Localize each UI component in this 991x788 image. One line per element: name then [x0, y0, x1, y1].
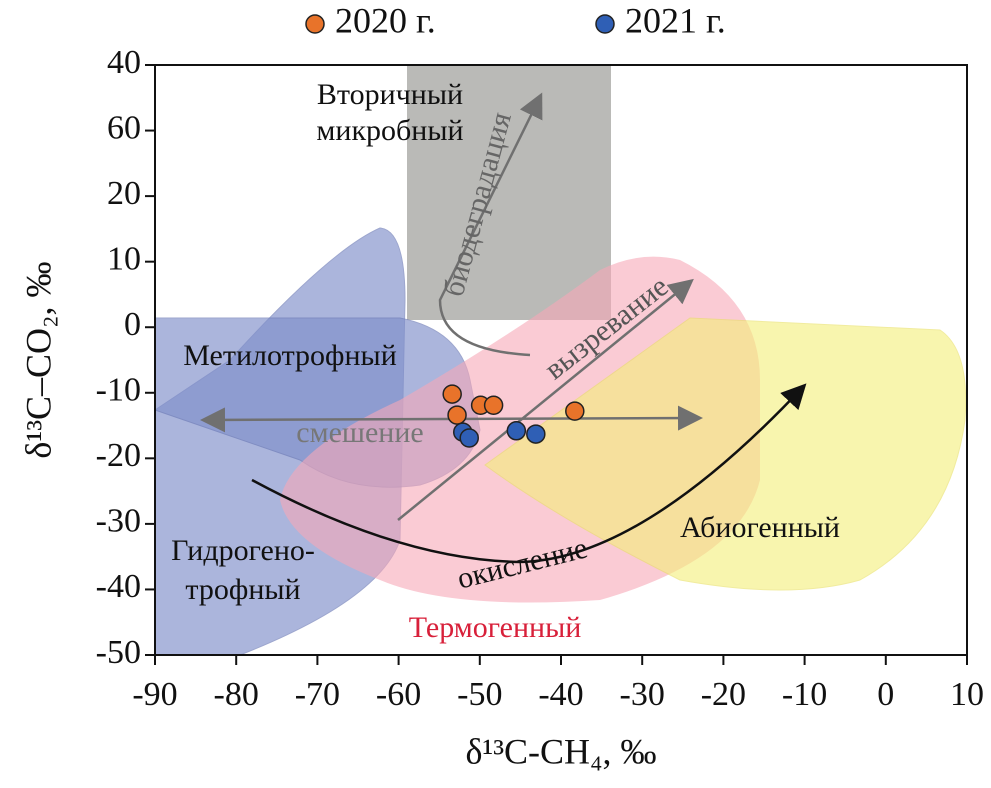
legend-label: 2020 г. — [335, 0, 436, 40]
annotation: Гидрогено- — [171, 534, 315, 567]
point — [506, 421, 527, 441]
annotation: Абиогенный — [680, 511, 840, 544]
x-tick-label: -30 — [620, 676, 665, 713]
legend-marker — [305, 14, 325, 34]
region-abiogenic — [484, 317, 967, 591]
x-tick-label: -60 — [376, 676, 421, 713]
point — [442, 384, 462, 404]
annotation: Термогенный — [409, 611, 582, 644]
x-tick-label: -20 — [701, 676, 746, 713]
legend-marker — [595, 14, 615, 34]
y-tick-label: -40 — [96, 568, 141, 605]
annotation: Метилотрофный — [183, 339, 397, 372]
annotation: Вторичный — [317, 78, 463, 111]
arrow-biodegradation — [438, 92, 543, 357]
arrow-maturation — [397, 278, 694, 521]
x-tick-label: -90 — [132, 676, 177, 713]
y-tick-label: 0 — [124, 306, 141, 343]
y-tick-label: 40 — [107, 44, 141, 81]
annotation: микробный — [316, 114, 463, 147]
x-tick-label: -10 — [782, 676, 827, 713]
point — [447, 405, 467, 425]
point — [565, 401, 585, 421]
annotation: трофный — [185, 573, 300, 606]
y-tick-label: -30 — [96, 503, 141, 540]
x-axis-label: δ¹³C-CH₄, ‰ — [465, 731, 656, 771]
annotation: смешение — [296, 416, 423, 449]
y-tick-label: -50 — [96, 634, 141, 671]
y-tick-label: 10 — [107, 240, 141, 277]
x-tick-label: -50 — [457, 676, 502, 713]
y-tick-label: -20 — [96, 437, 141, 474]
region-secondary — [407, 65, 611, 320]
x-tick-label: -80 — [214, 676, 259, 713]
legend-label: 2021 г. — [625, 0, 726, 40]
point — [459, 428, 479, 448]
x-tick-label: 0 — [877, 676, 894, 713]
point — [483, 395, 504, 415]
y-tick-label: -10 — [96, 372, 141, 409]
y-tick-label: 20 — [107, 175, 141, 212]
point — [526, 424, 546, 444]
y-axis-label: δ¹³C–CO₂, ‰ — [18, 261, 58, 458]
x-tick-label: -70 — [295, 676, 340, 713]
x-tick-label: -40 — [538, 676, 583, 713]
x-tick-label: 10 — [950, 676, 984, 713]
arrow-oxidation — [251, 383, 807, 564]
y-tick-label: 60 — [107, 109, 141, 146]
